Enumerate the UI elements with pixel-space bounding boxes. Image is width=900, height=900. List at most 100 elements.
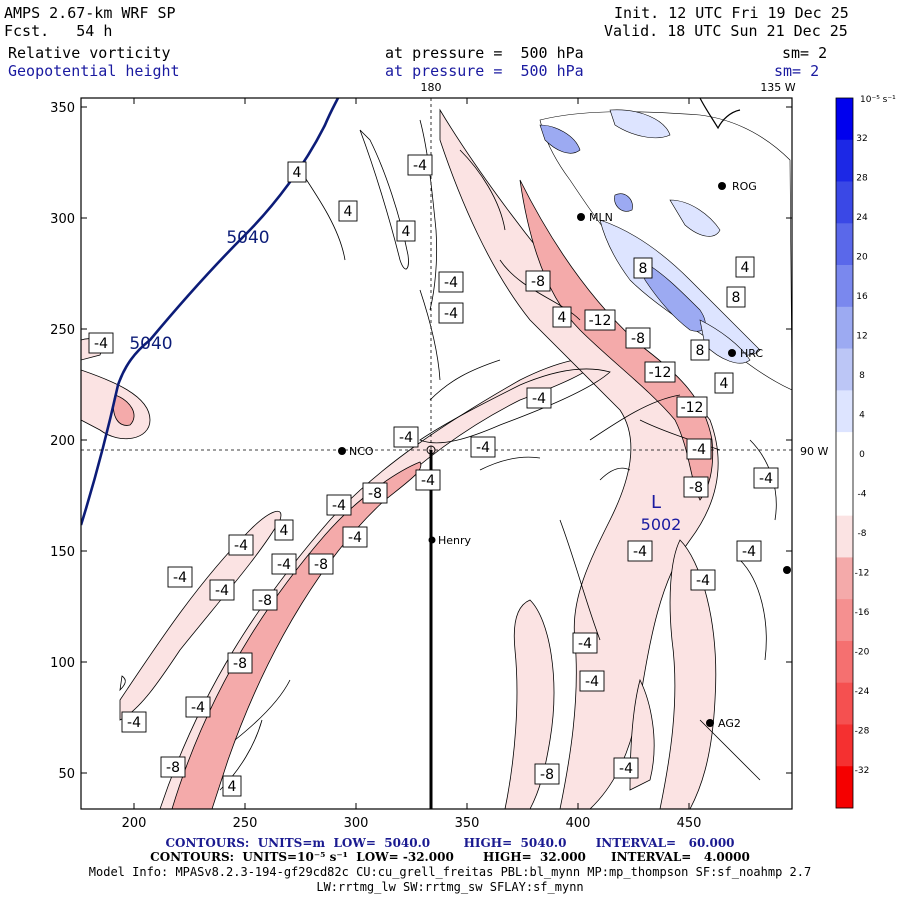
svg-text:4: 4 bbox=[402, 224, 411, 240]
field-2-smoothing: sm= 2 bbox=[774, 62, 820, 80]
svg-text:-8: -8 bbox=[258, 593, 272, 609]
x-tick-label: 350 bbox=[455, 816, 480, 831]
x-tick-label: 250 bbox=[233, 816, 258, 831]
contour-label: -8 bbox=[534, 763, 560, 785]
svg-text:-8: -8 bbox=[531, 274, 545, 290]
svg-text:-8: -8 bbox=[166, 760, 180, 776]
svg-text:4: 4 bbox=[228, 779, 237, 795]
footer-model-info-2: LW:rrtmg_lw SW:rrtmg_sw SFLAY:sf_mynn bbox=[316, 880, 584, 894]
colorbar-segment bbox=[836, 265, 853, 308]
station-mln-label: MLN bbox=[589, 211, 613, 224]
footer-height-contours: CONTOURS: UNITS=m LOW= 5040.0 HIGH= 5040… bbox=[165, 836, 735, 850]
contour-label: 8 bbox=[726, 286, 746, 308]
colorbar-label: -20 bbox=[855, 648, 870, 658]
svg-text:-4: -4 bbox=[476, 440, 490, 456]
svg-text:-8: -8 bbox=[368, 486, 382, 502]
contour-label: -8 bbox=[525, 270, 551, 292]
init-time: Init. 12 UTC Fri 19 Dec 25 bbox=[614, 4, 849, 22]
svg-text:4: 4 bbox=[558, 310, 567, 326]
svg-text:-4: -4 bbox=[215, 583, 229, 599]
colorbar-label: -24 bbox=[855, 687, 870, 697]
contour-label: -8 bbox=[625, 327, 651, 349]
colorbar-label: 4 bbox=[859, 411, 865, 421]
svg-text:8: 8 bbox=[696, 343, 705, 359]
contour-label: -4 bbox=[326, 494, 352, 516]
contour-label: -4 bbox=[526, 387, 552, 409]
colorbar-segment bbox=[836, 473, 853, 516]
height-label-2: 5040 bbox=[129, 334, 172, 354]
y-tick-label: 100 bbox=[50, 656, 75, 671]
svg-text:4: 4 bbox=[741, 260, 750, 276]
svg-text:-12: -12 bbox=[681, 400, 704, 416]
colorbar-label: 8 bbox=[859, 371, 865, 381]
svg-text:-4: -4 bbox=[444, 275, 458, 291]
svg-text:8: 8 bbox=[639, 261, 648, 277]
colorbar-label: 12 bbox=[856, 332, 867, 342]
vorticity-shading-positive bbox=[539, 109, 792, 391]
valid-time: Valid. 18 UTC Sun 21 Dec 25 bbox=[604, 22, 848, 40]
contour-label: -8 bbox=[160, 756, 186, 778]
contour-label: -4 bbox=[579, 670, 605, 692]
contour-label: -8 bbox=[683, 476, 709, 498]
colorbar-label: 20 bbox=[856, 253, 868, 263]
svg-text:-4: -4 bbox=[413, 158, 427, 174]
contour-label: -4 bbox=[167, 566, 193, 588]
contour-label: 4 bbox=[396, 220, 416, 242]
svg-text:-4: -4 bbox=[399, 430, 413, 446]
contour-label: -4 bbox=[415, 469, 441, 491]
contour-label: -4 bbox=[88, 332, 114, 354]
svg-text:-4: -4 bbox=[633, 544, 647, 560]
svg-text:4: 4 bbox=[344, 204, 353, 220]
field-1-name: Relative vorticity bbox=[8, 44, 171, 62]
svg-text:-4: -4 bbox=[348, 530, 362, 546]
y-tick-label: 300 bbox=[50, 212, 75, 227]
svg-text:-12: -12 bbox=[649, 365, 672, 381]
y-tick-label: 150 bbox=[50, 545, 75, 560]
svg-text:-4: -4 bbox=[585, 674, 599, 690]
contour-label: 4 bbox=[735, 256, 755, 278]
forecast-hour: Fcst. 54 h bbox=[4, 22, 113, 40]
model-title: AMPS 2.67-km WRF SP bbox=[4, 4, 176, 22]
colorbar-label: 0 bbox=[859, 450, 865, 460]
x-tick-label: 400 bbox=[566, 816, 591, 831]
contour-label: -4 bbox=[407, 154, 433, 176]
station-mln-marker bbox=[577, 213, 585, 221]
x-tick-label: 200 bbox=[122, 816, 147, 831]
svg-text:-4: -4 bbox=[234, 538, 248, 554]
contour-label: -4 bbox=[228, 534, 254, 556]
colorbar-segment bbox=[836, 640, 853, 684]
plot-area: L 5002 5040 5040 NCO Henry MLN ROG HRC A… bbox=[81, 98, 792, 809]
contour-label: -8 bbox=[362, 482, 388, 504]
y-tick-label: 350 bbox=[50, 101, 75, 116]
colorbar-segment bbox=[836, 766, 853, 809]
pole-marker bbox=[426, 445, 436, 455]
contour-label: 4 bbox=[222, 775, 242, 797]
contour-label: 4 bbox=[714, 372, 734, 394]
station-hrc-label: HRC bbox=[740, 347, 763, 360]
colorbar-segment bbox=[836, 557, 853, 600]
footer-model-info: Model Info: MPASv8.2.3-194-gf29cd82c CU:… bbox=[88, 865, 812, 879]
contour-label: -4 bbox=[627, 540, 653, 562]
contour-label: -4 bbox=[470, 436, 496, 458]
svg-text:-4: -4 bbox=[94, 336, 108, 352]
field-1-pressure: at pressure = 500 hPa bbox=[385, 44, 584, 62]
svg-text:-4: -4 bbox=[444, 306, 458, 322]
colorbar-label: -12 bbox=[855, 569, 870, 579]
svg-text:-4: -4 bbox=[277, 557, 291, 573]
field-2-pressure: at pressure = 500 hPa bbox=[385, 62, 584, 80]
plot-frame bbox=[80, 97, 793, 810]
svg-text:-4: -4 bbox=[696, 573, 710, 589]
colorbar-segment bbox=[836, 181, 853, 224]
contour-label: -8 bbox=[308, 553, 334, 575]
low-value: 5002 bbox=[641, 515, 682, 534]
axes: 200 250 300 350 400 450 350 300 250 200 150 100 50 bbox=[50, 98, 792, 831]
svg-text:-8: -8 bbox=[233, 656, 247, 672]
contour-label: -4 bbox=[690, 569, 716, 591]
station-edge-marker bbox=[783, 566, 791, 574]
svg-text:8: 8 bbox=[732, 290, 741, 306]
colorbar-segment bbox=[836, 432, 853, 475]
colorbar-segment bbox=[836, 223, 853, 266]
svg-text:-4: -4 bbox=[332, 498, 346, 514]
contour-label: -4 bbox=[572, 632, 598, 654]
